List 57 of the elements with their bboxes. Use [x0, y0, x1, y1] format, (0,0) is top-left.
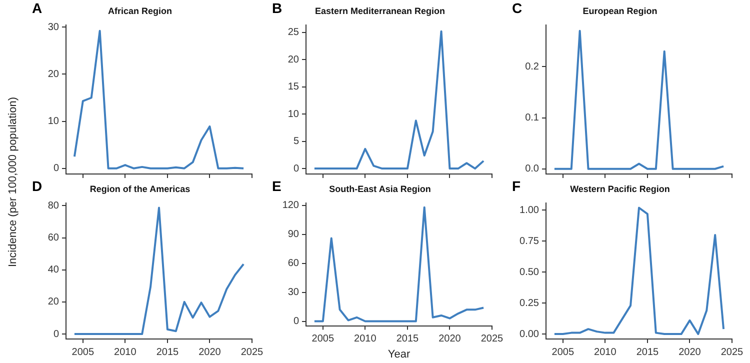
y-tick-label: 0: [53, 328, 60, 340]
x-tick-label: 2010: [354, 334, 377, 345]
y-tick-label: 0.1: [525, 112, 540, 124]
y-tick-label: 90: [288, 229, 300, 240]
x-tick-label: 2015: [636, 346, 660, 358]
x-tick-label: 2015: [396, 334, 420, 345]
x-tick-label: 2005: [312, 334, 334, 345]
x-tick-label: 2005: [72, 346, 94, 358]
y-tick-label: 5: [293, 136, 300, 148]
y-tick-label: 0.50: [520, 266, 540, 278]
x-tick-label: 2025: [240, 346, 264, 358]
y-tick-label: 20: [48, 296, 60, 308]
y-tick-label: 10: [288, 108, 300, 120]
y-tick-label: 40: [48, 264, 60, 276]
y-axis-title: Incidence (per 100,000 population): [7, 96, 20, 267]
x-tick-label: 2020: [438, 334, 462, 345]
y-tick-label: 25: [288, 27, 300, 38]
text: B: [272, 0, 282, 16]
y-tick-label: 0.00: [520, 328, 540, 340]
y-tick-label: 1.00: [520, 204, 540, 216]
y-tick-label: 60: [288, 258, 300, 270]
text: E: [272, 178, 282, 194]
x-tick-label: 2015: [156, 346, 180, 358]
y-tick-label: 0: [293, 163, 300, 174]
y-tick-label: 15: [288, 82, 300, 93]
x-axis-title: Year: [388, 348, 410, 360]
y-tick-label: 0.2: [525, 61, 540, 72]
y-tick-label: 60: [48, 232, 60, 244]
y-tick-label: 30: [48, 22, 60, 33]
y-tick-label: 30: [288, 287, 300, 298]
chart-title: European Region: [582, 6, 658, 16]
y-tick-label: 0: [53, 163, 60, 174]
chart-title: African Region: [108, 6, 172, 16]
x-tick-label: 2020: [678, 346, 702, 358]
x-tick-label: 2025: [480, 334, 504, 345]
y-tick-label: 0.0: [525, 164, 540, 175]
y-tick-label: 0: [293, 316, 300, 328]
y-tick-label: 80: [48, 200, 60, 212]
x-tick-label: 2010: [114, 346, 137, 358]
x-tick-label: 2020: [198, 346, 222, 358]
y-tick-label: 120: [282, 200, 300, 212]
text: F: [512, 178, 521, 194]
x-tick-label: 2025: [720, 346, 744, 358]
x-tick-label: 2010: [594, 346, 617, 358]
text: D: [32, 178, 42, 194]
chart-title: Western Pacific Region: [570, 184, 670, 194]
chart-title: Region of the Americas: [90, 184, 190, 194]
y-tick-label: 0.75: [520, 236, 540, 247]
y-tick-label: 0.25: [520, 298, 540, 309]
y-tick-label: 10: [48, 116, 60, 128]
text: C: [512, 0, 522, 16]
y-tick-label: 20: [48, 68, 60, 80]
text: A: [32, 0, 42, 16]
x-tick-label: 2005: [552, 346, 574, 358]
chart-title: Eastern Mediterranean Region: [314, 6, 446, 16]
chart-title: South-East Asia Region: [329, 184, 431, 194]
y-tick-label: 20: [288, 54, 300, 66]
